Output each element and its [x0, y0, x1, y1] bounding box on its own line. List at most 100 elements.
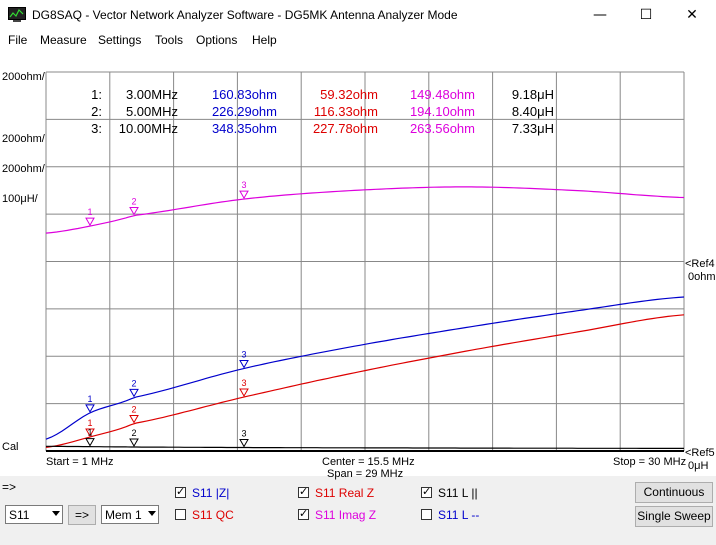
menu-file[interactable]: File	[8, 33, 28, 47]
trace-z-mag-checkbox[interactable]	[175, 485, 186, 498]
marker-1-imag-z-trace-number: 1	[87, 207, 92, 217]
marker-2-imag-z-trace-triangle	[129, 207, 139, 216]
center-frequency-label: Center = 15.5 MHz	[322, 456, 415, 468]
marker-2-z-mag-trace-number: 2	[131, 378, 136, 388]
marker-1-imag-z: 149.48ohm	[410, 87, 475, 102]
ref-top-label: <Ref4	[685, 258, 715, 270]
marker-2-inductance-trace-triangle	[129, 438, 139, 448]
marker-2-z-mag: 226.29ohm	[212, 104, 277, 119]
marker-3-z-mag-trace-number: 3	[241, 349, 246, 359]
apply-arrow-button[interactable]: =>	[68, 505, 96, 525]
stop-frequency-label: Stop = 30 MHz	[613, 456, 687, 468]
z-mag-scale-label: 200ohm/	[2, 71, 46, 83]
title-bar: DG8SAQ - Vector Network Analyzer Softwar…	[0, 0, 716, 31]
marker-2-real-z-trace-number: 2	[131, 404, 136, 414]
marker-1-real-z-trace-number: 1	[87, 418, 92, 428]
marker-3-freq: 10.00MHz	[119, 121, 178, 136]
window-title: DG8SAQ - Vector Network Analyzer Softwar…	[32, 8, 458, 22]
marker-1-z-mag-trace-triangle	[85, 404, 95, 413]
ref-bottom-value: 0μH	[688, 460, 708, 472]
trace-qc-checkbox[interactable]	[175, 509, 186, 520]
inductance-trace	[46, 445, 684, 449]
marker-1-inductance-trace-number: 1	[87, 428, 92, 438]
z-mag-trace	[45, 296, 685, 440]
menu-options[interactable]: Options	[196, 33, 238, 47]
marker-2-freq: 5.00MHz	[126, 104, 178, 119]
marker-3-imag-z: 263.56ohm	[410, 121, 475, 136]
trace-imag-z-label: S11 Imag Z	[315, 508, 377, 522]
menu-settings[interactable]: Settings	[98, 33, 142, 47]
marker-1-freq: 3.00MHz	[126, 87, 178, 102]
chart-grid	[45, 71, 685, 452]
port-select-value: S11	[9, 508, 30, 522]
marker-2-real-z: 116.33ohm	[314, 104, 378, 119]
marker-2-real-z-trace-triangle	[129, 414, 139, 424]
marker-1-inductance-trace-triangle	[85, 438, 95, 447]
marker-3-real-z: 227.78ohm	[313, 121, 378, 136]
trace-imag-z-checkbox[interactable]	[298, 507, 309, 520]
marker-1-inductance: 9.18μH	[512, 87, 554, 102]
marker-1-id: 1:	[91, 87, 102, 102]
ref-top-value: 0ohm	[688, 271, 716, 283]
marker-2-inductance: 8.40μH	[512, 104, 554, 119]
port-select[interactable]: S11	[5, 505, 63, 524]
minimize-button[interactable]: —	[593, 7, 607, 23]
memory-select[interactable]: Mem 1	[101, 505, 159, 524]
imag-z-trace	[45, 186, 685, 234]
menu-tools[interactable]: Tools	[155, 33, 184, 47]
close-button[interactable]: ✕	[686, 7, 698, 23]
cal-label: Cal	[2, 441, 19, 453]
network-analyzer-app-icon	[8, 7, 26, 22]
marker-3-inductance-trace-triangle	[239, 439, 249, 448]
marker-1-z-mag: 160.83ohm	[212, 87, 277, 102]
marker-3-id: 3:	[91, 121, 102, 136]
span-label: Span = 29 MHz	[327, 468, 404, 480]
menu-help[interactable]: Help	[252, 33, 277, 47]
menu-bar: File Measure Settings Tools Options Help	[0, 31, 716, 51]
start-frequency-label: Start = 1 MHz	[46, 456, 114, 468]
single-sweep-button[interactable]: Single Sweep	[635, 506, 713, 527]
chevron-down-icon	[52, 511, 60, 516]
maximize-button[interactable]: ☐	[639, 7, 653, 23]
marker-3-inductance: 7.33μH	[512, 121, 554, 136]
memory-select-value: Mem 1	[105, 508, 142, 522]
trace-z-mag-label: S11 |Z|	[192, 486, 230, 500]
marker-3-real-z-trace-triangle	[239, 388, 249, 398]
marker-1-real-z-trace-triangle	[85, 428, 95, 437]
trace-inductance-parallel-checkbox[interactable]	[421, 485, 432, 498]
trace-real-z-checkbox[interactable]	[298, 485, 309, 498]
trace-real-z-label: S11 Real Z	[315, 486, 375, 500]
marker-2-z-mag-trace-triangle	[129, 388, 139, 398]
chevron-down-icon	[148, 511, 156, 516]
marker-1-imag-z-trace-triangle	[85, 217, 95, 227]
marker-2-inductance-trace-number: 2	[131, 428, 136, 438]
real-z-scale-label: 200ohm/	[2, 133, 46, 145]
imag-z-scale-label: 200ohm/	[2, 163, 46, 175]
marker-2-id: 2:	[91, 104, 102, 119]
marker-readout-table: 1: 3.00MHz 160.83ohm 59.32ohm 149.48ohm …	[91, 87, 554, 136]
marker-2-imag-z-trace-number: 2	[131, 197, 136, 207]
marker-2-imag-z: 194.10ohm	[410, 104, 475, 119]
command-prompt: =>	[2, 480, 17, 494]
trace-inductance-series-checkbox[interactable]	[421, 509, 432, 520]
chart-markers: 1 2 3 1 2 3 1 2 3 1 2 3	[85, 180, 249, 448]
trace-inductance-parallel-label: S11 L ||	[438, 486, 478, 500]
trace-inductance-series-label: S11 L --	[438, 508, 480, 522]
marker-1-z-mag-trace-number: 1	[87, 394, 92, 404]
marker-3-inductance-trace-number: 3	[241, 429, 246, 439]
marker-3-z-mag: 348.35ohm	[212, 121, 277, 136]
menu-measure[interactable]: Measure	[40, 33, 87, 47]
plot-area[interactable]: 1 2 3 1 2 3 1 2 3 1 2 3 200ohm/ 200ohm/ 200ohm/ 100…	[0, 51, 716, 476]
ref-bottom-label: <Ref5	[685, 447, 715, 459]
inductance-scale-label: 100μH/	[2, 193, 39, 205]
vna-chart[interactable]: 1 2 3 1 2 3 1 2 3 1 2 3 200ohm/ 200ohm/ 200ohm/ 100…	[0, 51, 716, 476]
real-z-trace	[45, 314, 685, 448]
marker-3-imag-z-trace-triangle	[239, 190, 249, 200]
marker-3-real-z-trace-number: 3	[241, 378, 246, 388]
continuous-button[interactable]: Continuous	[635, 482, 713, 503]
marker-3-imag-z-trace-number: 3	[241, 180, 246, 190]
trace-qc-label: S11 QC	[192, 508, 234, 522]
marker-1-real-z: 59.32ohm	[320, 87, 378, 102]
chart-curves	[45, 186, 685, 449]
marker-3-z-mag-trace-triangle	[239, 359, 249, 369]
